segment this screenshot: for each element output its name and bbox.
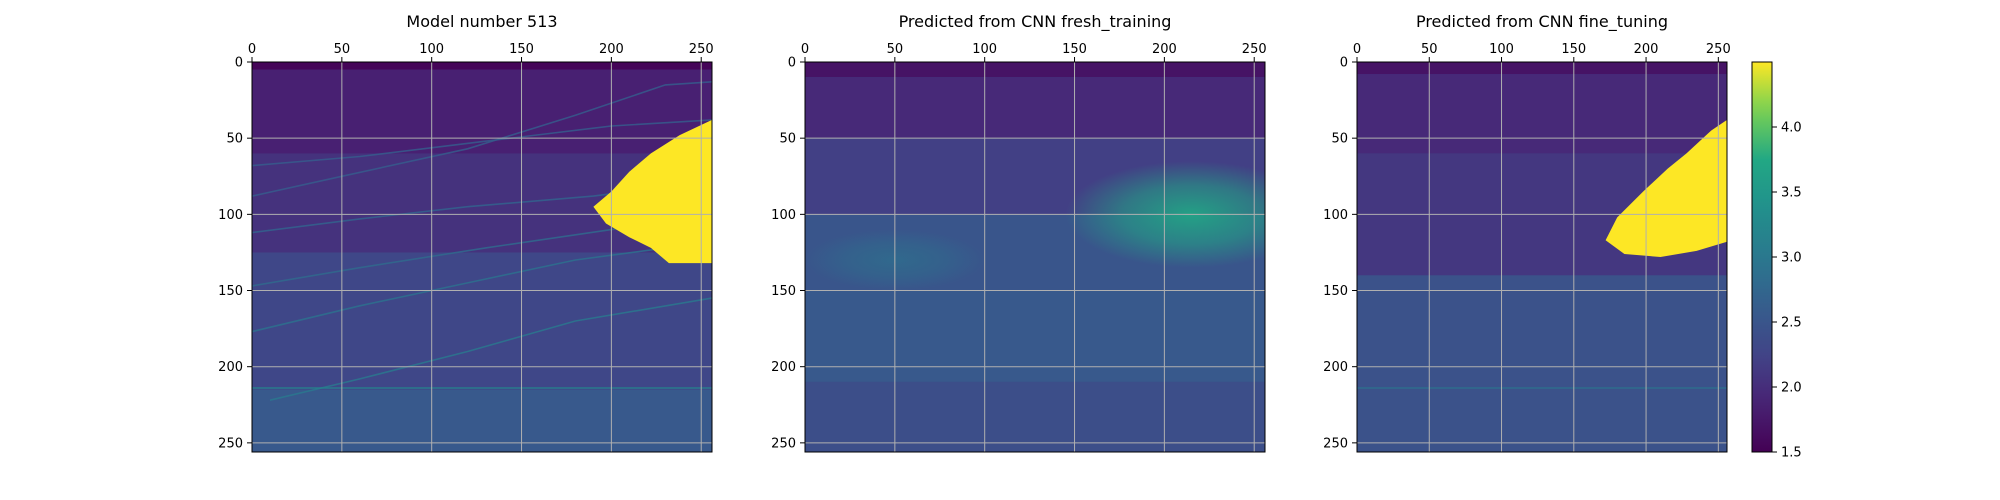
velocity-layer [252,389,712,452]
heatmap-image [805,62,1265,452]
velocity-layer [252,252,712,390]
x-tick-label: 50 [887,42,904,57]
y-tick-label: 200 [771,360,796,375]
x-tick-label: 100 [972,42,997,57]
panel-3: 0 50 100 150 200 250 0 50 100 150 200 250 Predicted … [1323,12,1731,453]
colorbar-tick-label: 3.0 [1781,251,1802,266]
salt-body [1605,119,1727,258]
x-tick-label: 0 [1353,42,1361,57]
velocity-layer [1357,62,1727,75]
x-tick-label: 200 [1634,42,1659,57]
velocity-layer [1357,74,1727,154]
x-tick-label: 250 [1706,42,1731,57]
x-tick-label: 50 [334,42,351,57]
velocity-layer [805,77,1265,139]
x-tick-label: 100 [419,42,444,57]
panel-title: Predicted from CNN fine_tuning [1416,12,1668,32]
y-tick-label: 200 [1323,360,1348,375]
colorbar-tick-label: 3.5 [1781,186,1802,201]
heatmap-image [252,62,712,452]
y-tick-label: 250 [1323,436,1348,451]
colorbar-tick-label: 2.5 [1781,316,1802,331]
panel-title: Predicted from CNN fresh_training [899,12,1172,32]
y-tick-label: 100 [1323,208,1348,223]
colorbar-tick-label: 1.5 [1781,446,1802,461]
panel-1: 0 50 100 150 200 250 0 50 100 150 200 250 Model numb… [218,12,714,453]
x-tick-label: 150 [1062,42,1087,57]
y-tick-label: 150 [771,284,796,299]
x-tick-label: 250 [689,42,714,57]
x-tick-label: 200 [599,42,624,57]
velocity-layer [1357,275,1727,452]
colorbar-tick-label: 2.0 [1781,381,1802,396]
velocity-layer [252,69,712,154]
axes-frame [251,61,713,453]
y-tick-label: 150 [218,284,243,299]
velocity-layer [805,290,1265,382]
x-tick-label: 250 [1242,42,1267,57]
x-tick-label: 0 [248,42,256,57]
y-tick-label: 100 [771,208,796,223]
colorbar: 1.5 2.0 2.5 3.0 3.5 4.0 [1751,61,1802,461]
axes-frame [1356,61,1728,453]
heatmap-image [1357,62,1727,452]
y-tick-label: 250 [771,436,796,451]
velocity-layer [805,62,1265,78]
colorbar-tick-label: 4.0 [1781,121,1802,136]
x-tick-label: 0 [801,42,809,57]
y-tick-label: 0 [235,56,243,71]
reflector-line [252,241,712,333]
velocity-layer [805,381,1265,452]
colorbar-gradient [1751,61,1773,453]
y-tick-label: 250 [218,436,243,451]
x-tick-label: 200 [1152,42,1177,57]
velocity-layer [252,62,712,70]
x-tick-label: 100 [1489,42,1514,57]
salt-body [593,119,712,264]
y-tick-label: 150 [1323,284,1348,299]
x-tick-label: 150 [509,42,534,57]
y-tick-label: 0 [1340,56,1348,71]
reflector-line [269,297,712,401]
reflector-line [252,119,712,167]
y-tick-label: 0 [788,56,796,71]
y-tick-label: 50 [1331,132,1348,147]
panel-2: 0 50 100 150 200 250 0 50 100 150 200 250 Predicted … [771,12,1267,453]
x-tick-label: 50 [1421,42,1438,57]
axes-frame [804,61,1266,453]
y-tick-label: 100 [218,208,243,223]
y-tick-label: 200 [218,360,243,375]
y-tick-label: 50 [779,132,796,147]
y-tick-label: 50 [226,132,243,147]
panel-title: Model number 513 [406,12,557,31]
x-tick-label: 150 [1561,42,1586,57]
